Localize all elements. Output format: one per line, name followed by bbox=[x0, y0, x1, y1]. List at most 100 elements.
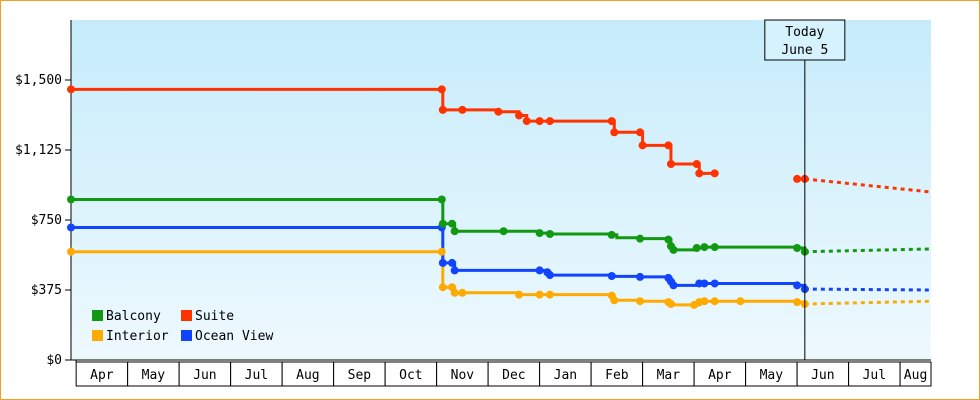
data-point-suite bbox=[636, 128, 645, 137]
x-month-cell bbox=[539, 361, 592, 387]
data-point-suite bbox=[515, 111, 524, 120]
data-point-balcony bbox=[636, 234, 645, 243]
x-month-cell bbox=[230, 361, 283, 387]
data-point-interior bbox=[438, 283, 447, 292]
data-point-balcony bbox=[499, 227, 508, 236]
data-point-balcony bbox=[67, 195, 75, 204]
x-tick-label: May bbox=[142, 368, 166, 383]
data-point-suite bbox=[695, 169, 704, 178]
data-point-ocean-view bbox=[545, 271, 554, 280]
x-month-cell bbox=[75, 361, 129, 387]
legend-swatch-balcony bbox=[92, 310, 103, 321]
x-month-cell bbox=[899, 361, 932, 387]
x-month-cell bbox=[436, 361, 489, 387]
data-point-suite bbox=[494, 107, 503, 116]
data-point-ocean-view bbox=[700, 279, 709, 288]
data-point-interior bbox=[437, 247, 446, 256]
data-point-suite bbox=[664, 141, 673, 150]
x-tick-label: Apr bbox=[90, 368, 114, 383]
data-point-interior bbox=[666, 300, 675, 308]
data-point-balcony bbox=[448, 219, 457, 228]
data-point-interior bbox=[636, 297, 645, 306]
data-point-interior bbox=[793, 298, 802, 307]
data-point-interior bbox=[710, 297, 719, 306]
data-point-ocean-view bbox=[636, 272, 645, 281]
x-month-cell bbox=[745, 361, 798, 387]
data-point-suite bbox=[793, 174, 802, 183]
x-tick-label: Jan bbox=[554, 368, 577, 383]
data-point-interior bbox=[535, 290, 544, 299]
data-point-suite bbox=[692, 160, 701, 168]
x-tick-label: Nov bbox=[451, 368, 475, 383]
x-month-cell bbox=[693, 361, 747, 387]
data-point-balcony bbox=[607, 230, 616, 239]
x-month-cell bbox=[796, 361, 850, 387]
legend-swatch-ocean-view bbox=[181, 330, 192, 341]
data-point-suite bbox=[67, 85, 75, 94]
data-point-ocean-view bbox=[669, 281, 678, 290]
x-tick-label: Jun bbox=[193, 368, 216, 383]
data-point-balcony bbox=[700, 243, 709, 252]
x-tick-label: Mar bbox=[657, 368, 681, 383]
data-point-ocean-view bbox=[793, 281, 802, 290]
data-point-interior bbox=[458, 288, 467, 297]
data-point-balcony bbox=[710, 243, 719, 252]
today-box bbox=[764, 19, 846, 61]
x-tick-label: Aug bbox=[904, 368, 927, 383]
x-tick-label: Dec bbox=[502, 368, 525, 383]
legend-label-interior: Interior bbox=[106, 329, 169, 344]
data-point-ocean-view bbox=[607, 272, 616, 280]
data-point-ocean-view bbox=[450, 266, 459, 275]
x-month-cell bbox=[384, 361, 438, 387]
x-month-cell bbox=[178, 361, 232, 387]
x-tick-label: Jul bbox=[245, 368, 268, 383]
data-point-suite bbox=[438, 105, 447, 114]
legend-swatch-suite bbox=[181, 310, 192, 321]
x-tick-label: Jun bbox=[811, 368, 834, 383]
x-tick-label: Oct bbox=[399, 368, 422, 383]
data-point-balcony bbox=[664, 235, 673, 244]
legend-label-ocean-view: Ocean View bbox=[195, 329, 273, 344]
x-tick-label: Apr bbox=[708, 368, 732, 383]
x-tick-label: Sep bbox=[348, 368, 372, 383]
x-tick-label: Feb bbox=[605, 368, 629, 383]
forecast-line-ocean-view bbox=[804, 287, 932, 292]
data-point-interior bbox=[545, 290, 554, 299]
data-point-suite bbox=[610, 128, 619, 137]
data-point-suite bbox=[638, 141, 647, 150]
data-point-ocean-view bbox=[438, 258, 447, 267]
x-tick-label: May bbox=[760, 368, 784, 383]
data-point-suite bbox=[710, 169, 719, 178]
x-month-cell bbox=[333, 361, 386, 387]
data-point-suite bbox=[666, 160, 675, 168]
data-point-balcony bbox=[438, 219, 447, 228]
today-label: Today bbox=[785, 25, 824, 40]
data-point-interior bbox=[515, 290, 524, 299]
data-point-balcony bbox=[793, 244, 802, 252]
data-point-interior bbox=[736, 297, 745, 306]
data-point-interior bbox=[450, 288, 459, 297]
data-point-balcony bbox=[545, 230, 554, 238]
plot-area bbox=[71, 20, 931, 360]
data-point-balcony bbox=[692, 244, 701, 252]
y-tick-label: $1,500 bbox=[15, 73, 62, 88]
data-point-ocean-view bbox=[710, 279, 719, 288]
data-point-interior bbox=[67, 247, 75, 256]
data-point-balcony bbox=[450, 227, 459, 236]
y-tick-label: $750 bbox=[31, 213, 62, 228]
data-point-balcony bbox=[437, 195, 446, 204]
data-point-suite bbox=[437, 85, 446, 94]
y-tick-label: $0 bbox=[46, 353, 62, 368]
x-month-cell bbox=[281, 361, 335, 387]
x-tick-label: Jul bbox=[863, 368, 886, 383]
data-point-interior bbox=[700, 297, 709, 306]
data-point-suite bbox=[607, 117, 616, 126]
data-point-balcony bbox=[669, 245, 678, 254]
x-month-cell bbox=[127, 361, 180, 387]
y-tick-label: $375 bbox=[31, 283, 62, 298]
data-point-suite bbox=[458, 105, 467, 114]
data-point-interior bbox=[610, 296, 619, 305]
y-tick-label: $1,125 bbox=[15, 143, 62, 158]
data-point-suite bbox=[522, 117, 531, 126]
